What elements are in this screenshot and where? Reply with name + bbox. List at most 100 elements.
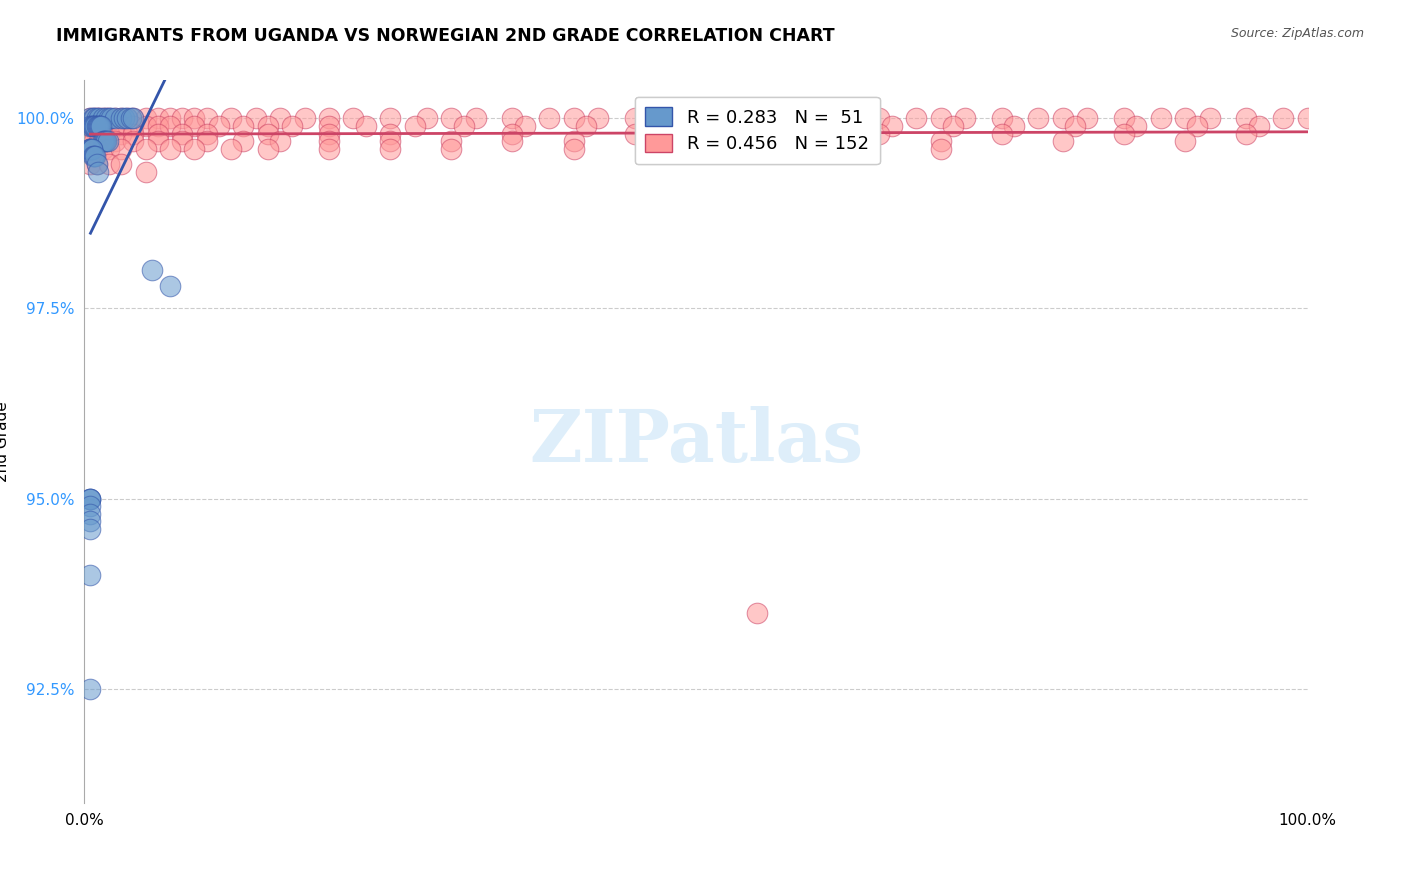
Point — [110, 142, 132, 156]
Point — [87, 119, 110, 133]
Point — [245, 112, 267, 126]
Point — [1150, 112, 1173, 126]
Point — [502, 112, 524, 126]
Point — [172, 127, 194, 141]
Point — [84, 119, 107, 133]
Point — [79, 112, 101, 126]
Point — [453, 119, 475, 133]
Point — [110, 127, 132, 141]
Point — [869, 112, 891, 126]
Point — [82, 112, 104, 126]
Point — [91, 142, 114, 156]
Point — [869, 127, 891, 141]
Point — [562, 142, 585, 156]
Point — [83, 119, 105, 133]
Point — [94, 134, 117, 148]
Point — [538, 112, 561, 126]
Point — [905, 112, 928, 126]
Point — [79, 142, 101, 156]
Point — [79, 142, 101, 156]
Point — [93, 119, 115, 133]
Point — [122, 112, 145, 126]
Point — [79, 142, 101, 156]
Point — [747, 127, 769, 141]
Point — [1114, 127, 1136, 141]
Point — [183, 112, 205, 126]
Point — [257, 127, 280, 141]
Point — [159, 278, 181, 293]
Point — [90, 119, 112, 133]
Point — [195, 112, 218, 126]
Point — [807, 142, 830, 156]
Point — [1052, 134, 1074, 148]
Point — [991, 127, 1014, 141]
Point — [502, 127, 524, 141]
Point — [146, 119, 169, 133]
Point — [575, 119, 598, 133]
Point — [195, 127, 218, 141]
Point — [79, 491, 101, 506]
Point — [86, 142, 108, 156]
Point — [83, 112, 105, 126]
Point — [219, 112, 242, 126]
Point — [83, 134, 105, 148]
Point — [79, 119, 101, 133]
Point — [257, 142, 280, 156]
Point — [807, 112, 830, 126]
Point — [87, 112, 110, 126]
Point — [110, 112, 132, 126]
Point — [183, 142, 205, 156]
Point — [1174, 112, 1197, 126]
Point — [416, 112, 439, 126]
Point — [1272, 112, 1295, 126]
Point — [624, 127, 647, 141]
Point — [159, 142, 181, 156]
Point — [100, 112, 122, 126]
Point — [318, 142, 340, 156]
Point — [91, 112, 114, 126]
Point — [929, 112, 952, 126]
Point — [172, 112, 194, 126]
Point — [83, 112, 105, 126]
Point — [97, 112, 120, 126]
Point — [232, 134, 254, 148]
Point — [661, 112, 683, 126]
Point — [87, 112, 110, 126]
Point — [342, 112, 364, 126]
Point — [1236, 112, 1258, 126]
Point — [82, 149, 104, 163]
Point — [820, 119, 842, 133]
Point — [380, 142, 402, 156]
Point — [135, 142, 157, 156]
Point — [159, 112, 181, 126]
Point — [80, 119, 103, 133]
Point — [97, 157, 120, 171]
Point — [880, 119, 903, 133]
Point — [1064, 119, 1087, 133]
Point — [83, 149, 105, 163]
Point — [1076, 112, 1098, 126]
Point — [440, 142, 463, 156]
Point — [219, 142, 242, 156]
Point — [318, 119, 340, 133]
Point — [89, 119, 111, 133]
Point — [281, 119, 304, 133]
Point — [91, 112, 114, 126]
Point — [87, 164, 110, 178]
Text: IMMIGRANTS FROM UGANDA VS NORWEGIAN 2ND GRADE CORRELATION CHART: IMMIGRANTS FROM UGANDA VS NORWEGIAN 2ND … — [56, 27, 835, 45]
Point — [807, 134, 830, 148]
Point — [97, 127, 120, 141]
Point — [79, 499, 101, 513]
Point — [86, 127, 108, 141]
Point — [146, 127, 169, 141]
Point — [1002, 119, 1025, 133]
Text: ZIPatlas: ZIPatlas — [529, 406, 863, 477]
Point — [257, 119, 280, 133]
Point — [1028, 112, 1050, 126]
Point — [269, 134, 291, 148]
Point — [232, 119, 254, 133]
Point — [1174, 134, 1197, 148]
Point — [82, 119, 104, 133]
Point — [195, 134, 218, 148]
Point — [783, 112, 806, 126]
